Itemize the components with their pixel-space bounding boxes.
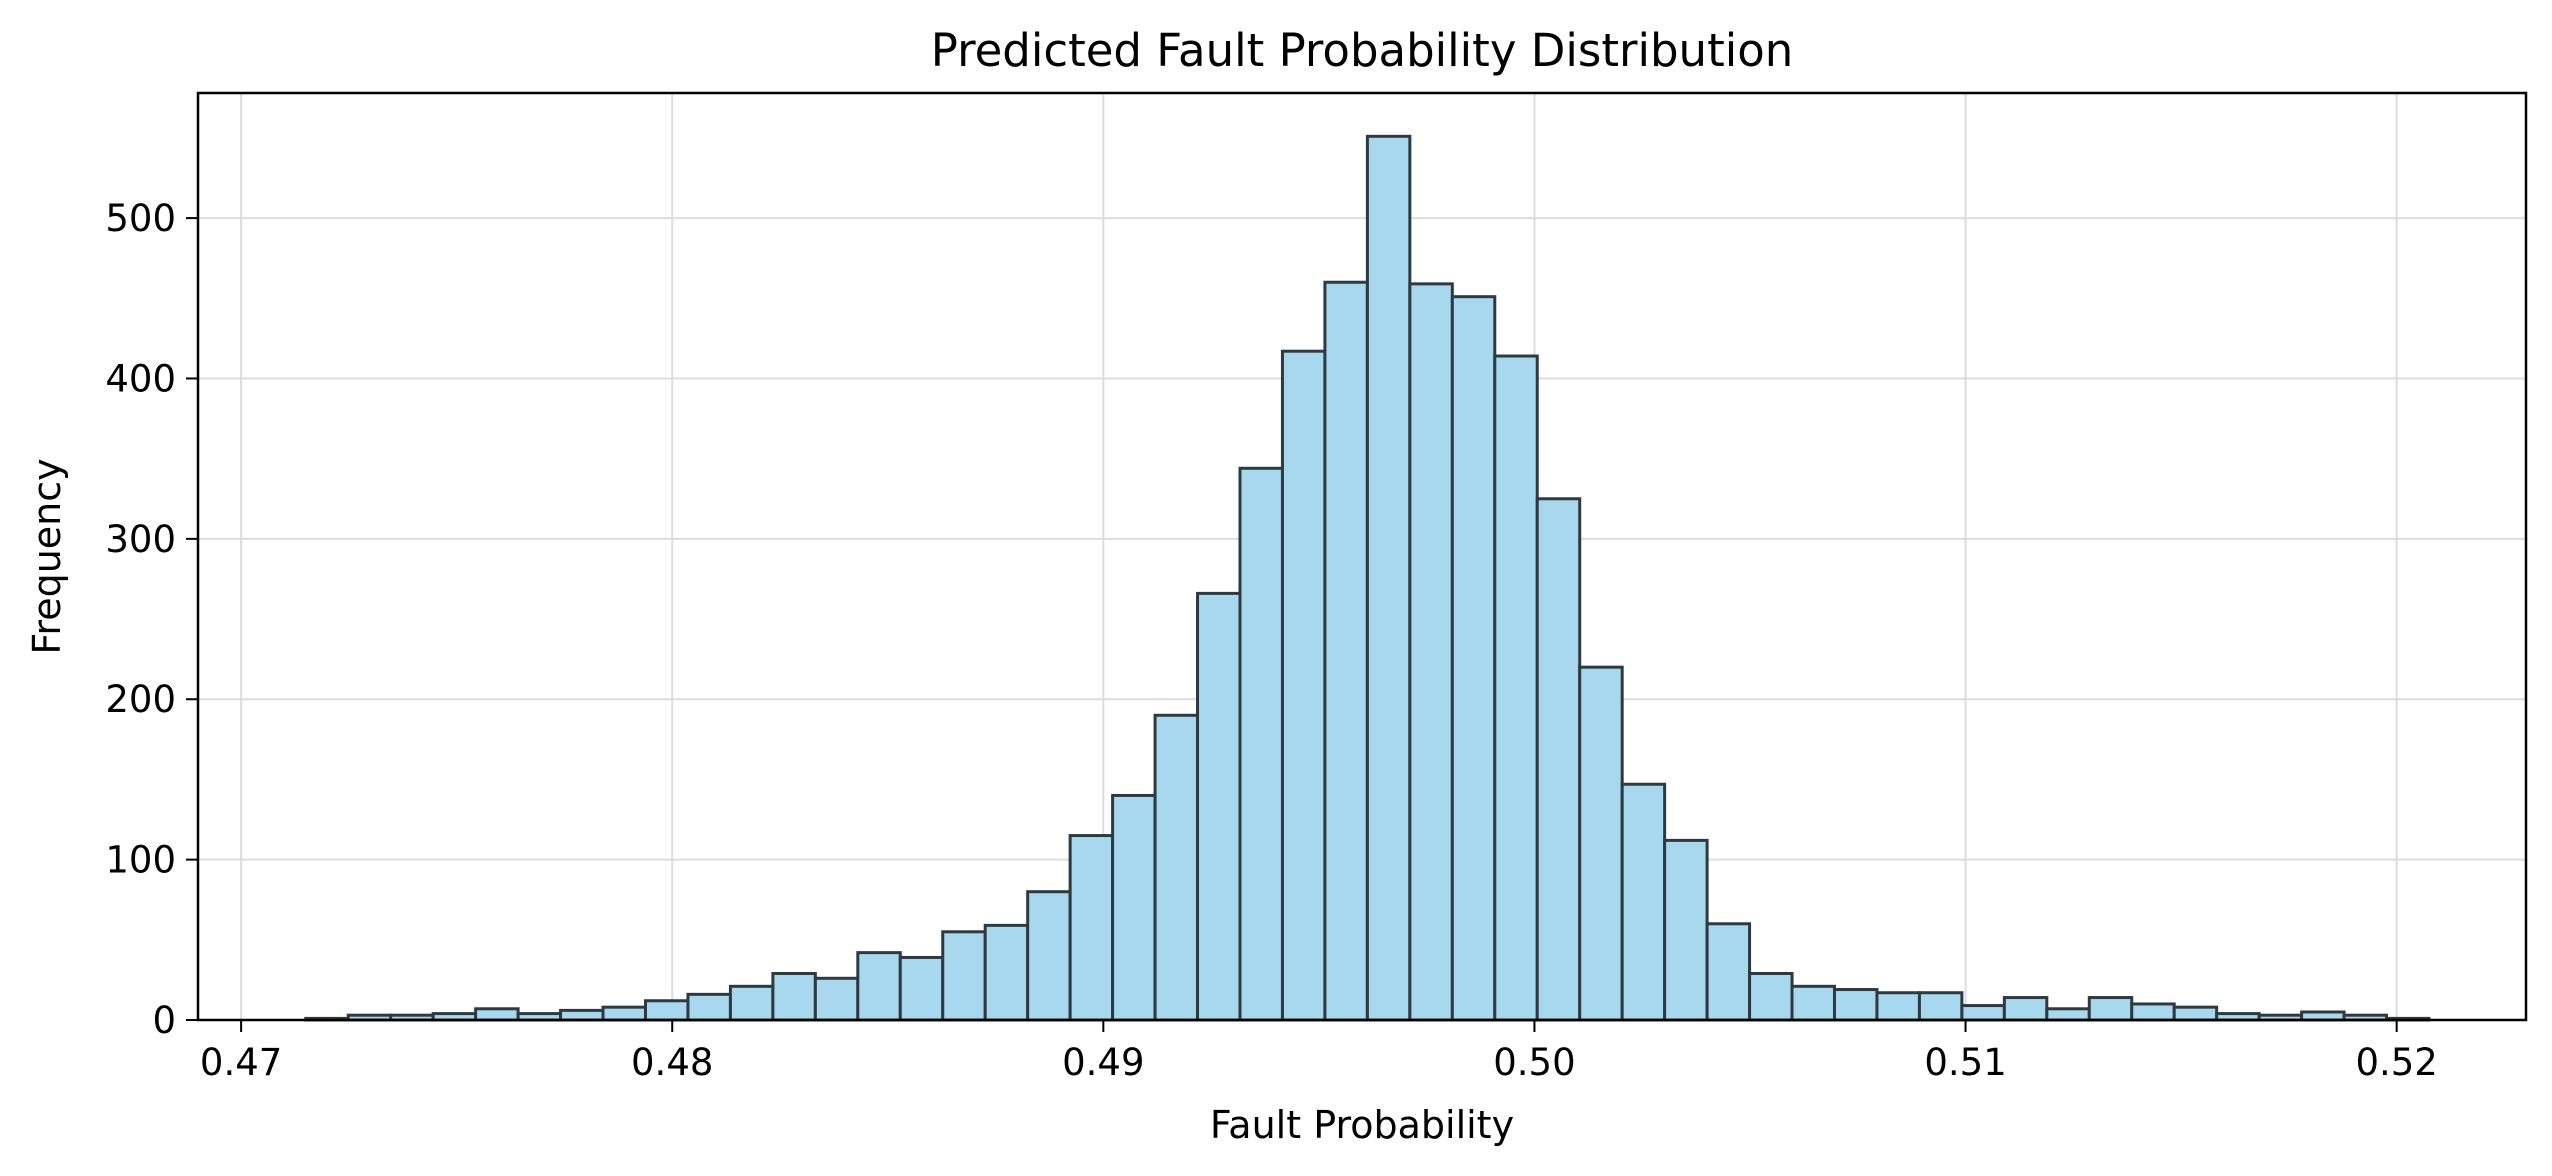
- histogram-bar: [1111, 793, 1157, 1022]
- histogram-bar: [1535, 497, 1582, 1022]
- histogram-bar: [1748, 971, 1794, 1022]
- histogram-bar: [1238, 466, 1284, 1022]
- histogram-bar: [1493, 354, 1539, 1022]
- histogram-bar: [1450, 295, 1497, 1022]
- histogram-bar: [1578, 665, 1624, 1022]
- histogram-bar: [1323, 280, 1369, 1022]
- histogram-bar: [856, 951, 902, 1022]
- y-tick-label: 100: [105, 839, 176, 882]
- histogram-bar: [941, 930, 987, 1022]
- y-axis-label: Frequency: [25, 458, 69, 654]
- histogram-bar: [1196, 591, 1242, 1022]
- chart-title: Predicted Fault Probability Distribution: [931, 24, 1794, 77]
- histogram-bar: [1960, 1004, 2006, 1022]
- histogram-bar: [2002, 996, 2049, 1022]
- histogram-bar: [1026, 890, 1072, 1022]
- y-tick-label: 0: [152, 999, 176, 1042]
- y-tick-label: 400: [105, 357, 176, 400]
- histogram-bar: [2172, 1005, 2219, 1022]
- histogram-bar: [686, 992, 732, 1022]
- histogram-bar: [601, 1005, 647, 1022]
- x-tick-label: 0.51: [1924, 1041, 2006, 1084]
- y-tick-label: 200: [105, 678, 176, 721]
- histogram-bar: [1875, 991, 1921, 1022]
- histogram-bar: [474, 1007, 520, 1022]
- histogram-bar: [2130, 1002, 2176, 1022]
- histogram-bar: [1832, 988, 1879, 1022]
- histogram-bar: [771, 971, 817, 1022]
- histogram-bar: [559, 1008, 605, 1022]
- histogram-bar: [2087, 996, 2134, 1022]
- x-tick-label: 0.50: [1493, 1041, 1575, 1084]
- x-tick-label: 0.52: [2355, 1041, 2437, 1084]
- histogram-bar: [643, 999, 690, 1022]
- histogram-bar: [2045, 1007, 2091, 1022]
- histogram-bar: [1790, 984, 1836, 1022]
- x-axis-label: Fault Probability: [1210, 1103, 1514, 1147]
- axis-ticks: 0.47 0.48 0.49 0.50 0.51 0.52 0 100 200 300 400 500: [105, 197, 2437, 1084]
- histogram-bar: [1663, 838, 1709, 1022]
- histogram-bars: [304, 134, 2431, 1022]
- plot-area-frame: [196, 91, 2528, 1022]
- histogram-bar: [1917, 991, 1964, 1022]
- histogram-bar: [983, 923, 1030, 1022]
- histogram-bar: [1620, 782, 1667, 1022]
- histogram-bar: [1068, 834, 1115, 1022]
- y-tick-label: 500: [105, 197, 176, 240]
- x-tick-label: 0.47: [200, 1041, 282, 1084]
- y-tick-label: 300: [105, 518, 176, 561]
- histogram-bar: [1705, 922, 1752, 1022]
- histogram-bar: [1365, 134, 1412, 1022]
- histogram-bar: [728, 984, 775, 1022]
- x-tick-label: 0.48: [631, 1041, 713, 1084]
- histogram-bar: [813, 976, 860, 1022]
- histogram-bar: [898, 955, 945, 1022]
- histogram-bar: [1408, 282, 1454, 1022]
- x-tick-label: 0.49: [1062, 1041, 1144, 1084]
- histogram-bar: [1153, 713, 1200, 1022]
- histogram-bar: [1280, 349, 1327, 1022]
